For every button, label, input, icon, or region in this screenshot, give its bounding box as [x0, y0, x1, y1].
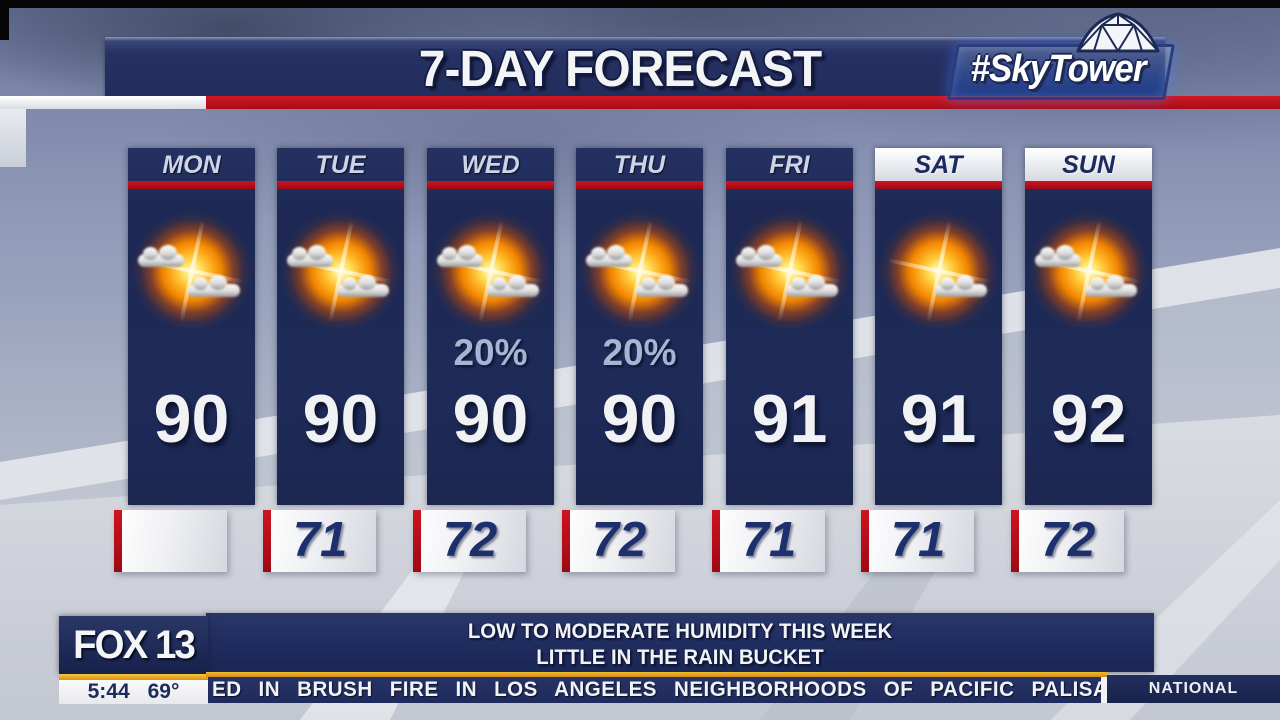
skytower-logo-text: #SkyTower: [970, 48, 1146, 90]
low-temp: 72: [591, 513, 647, 567]
low-temp: 72: [1040, 513, 1096, 567]
forecast-column-tue: TUE 90: [277, 148, 404, 505]
low-temp-box: 72: [562, 510, 675, 572]
day-label: FRI: [769, 151, 810, 179]
partly-cloudy-sun-icon: [1028, 210, 1149, 328]
day-label: WED: [461, 151, 520, 179]
high-temp: 90: [302, 381, 379, 457]
low-temp-box: [114, 510, 227, 572]
ticker-category-badge: NATIONAL: [1107, 675, 1280, 703]
low-temp-box: 72: [413, 510, 526, 572]
tower-pillar: [0, 99, 26, 167]
forecast-column-wed: WED 20% 90: [427, 148, 554, 505]
day-underline: [128, 181, 255, 189]
day-label: MON: [162, 151, 221, 179]
day-underline: [726, 181, 853, 189]
ticker-divider: [1101, 677, 1107, 703]
ticker-text: ED IN BRUSH FIRE IN LOS ANGELES NEIGHBOR…: [212, 678, 1205, 701]
partly-cloudy-sun-icon: [280, 210, 401, 328]
day-label: SAT: [875, 148, 1002, 181]
day-underline: [277, 181, 404, 189]
low-red-bar: [861, 510, 869, 572]
station-logo: FOX 13: [59, 616, 208, 674]
forecast-column-mon: MON 90: [128, 148, 255, 505]
low-red-bar: [263, 510, 271, 572]
high-temp: 90: [153, 381, 230, 457]
mostly-sunny-icon: [878, 210, 999, 328]
low-temp-box: 72: [1011, 510, 1124, 572]
low-red-bar: [413, 510, 421, 572]
current-temp: 69°: [147, 680, 180, 703]
low-temp: 71: [741, 513, 797, 567]
precip-chance: 20%: [602, 332, 677, 373]
partly-cloudy-sun-icon: [430, 210, 551, 328]
day-underline: [427, 181, 554, 189]
low-red-bar: [562, 510, 570, 572]
high-temp: 90: [601, 381, 678, 457]
forecast-column-sat: SAT 91: [875, 148, 1002, 505]
low-temp: 71: [292, 513, 348, 567]
forecast-headline-banner: LOW TO MODERATE HUMIDITY THIS WEEK LITTL…: [206, 613, 1154, 672]
day-underline: [875, 181, 1002, 189]
day-label: THU: [613, 151, 666, 179]
page-title: 7-DAY FORECAST: [418, 40, 822, 97]
partly-cloudy-sun-icon: [131, 210, 252, 328]
current-time: 5:44: [87, 680, 130, 703]
partly-cloudy-sun-icon: [579, 210, 700, 328]
low-temp-box: 71: [263, 510, 376, 572]
forecast-column-thu: THU 20% 90: [576, 148, 703, 505]
headline-line-2: LITTLE IN THE RAIN BUCKET: [536, 646, 824, 669]
letterbox-top-bar: [0, 0, 1280, 8]
high-temp: 92: [1050, 381, 1127, 457]
low-temp: [128, 510, 214, 572]
station-logo-text: FOX 13: [73, 623, 196, 667]
high-temp: 91: [751, 381, 828, 457]
precip-chance: 20%: [453, 332, 528, 373]
station-gold-stripe: [59, 674, 208, 680]
geodesic-dome-icon: [1076, 12, 1160, 53]
low-red-bar: [1011, 510, 1019, 572]
day-underline: [1025, 181, 1152, 189]
low-temp-box: 71: [712, 510, 825, 572]
day-label: SUN: [1025, 148, 1152, 181]
headline-line-1: LOW TO MODERATE HUMIDITY THIS WEEK: [467, 620, 893, 643]
high-temp: 91: [900, 381, 977, 457]
forecast-column-fri: FRI 91: [726, 148, 853, 505]
header-white-stripe: [0, 96, 206, 109]
low-temp: 72: [442, 513, 498, 567]
forecast-column-sun: SUN 92: [1025, 148, 1152, 505]
time-temp-bug: 5:44 69°: [59, 680, 208, 704]
letterbox-corner: [0, 0, 9, 40]
partly-cloudy-sun-icon: [729, 210, 850, 328]
low-temp: 71: [890, 513, 946, 567]
low-temp-box: 71: [861, 510, 974, 572]
high-temp: 90: [452, 381, 529, 457]
day-label: TUE: [315, 151, 366, 179]
ticker-gold-line: [206, 672, 1107, 677]
low-red-bar: [712, 510, 720, 572]
day-underline: [576, 181, 703, 189]
low-red-bar: [114, 510, 122, 572]
